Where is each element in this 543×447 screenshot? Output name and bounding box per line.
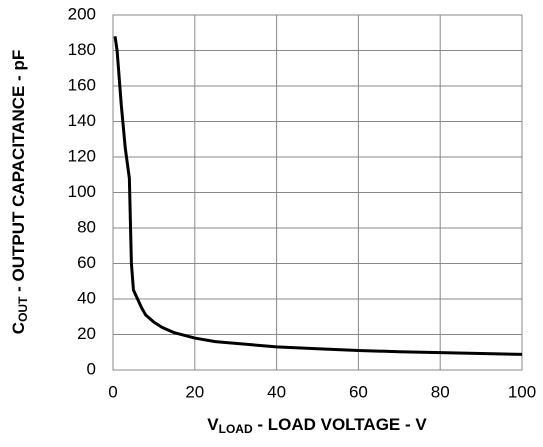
x-label-main: V [207, 415, 219, 434]
y-tick-label: 100 [68, 182, 96, 201]
y-tick-label: 120 [68, 146, 96, 165]
y-tick-label: 20 [77, 324, 96, 343]
y-axis-label: COUT - OUTPUT CAPACITANCE - pF [9, 50, 30, 334]
y-tick-label: 80 [77, 217, 96, 236]
y-tick-label: 0 [87, 359, 96, 378]
y-tick-label: 60 [77, 253, 96, 272]
y-tick-label: 180 [68, 40, 96, 59]
y-label-sub: OUT [16, 296, 30, 322]
x-tick-label: 100 [508, 382, 536, 401]
y-label-main: C [9, 322, 28, 334]
x-axis-label: VLOAD - LOAD VOLTAGE - V [207, 415, 427, 436]
x-label-sub: LOAD [219, 422, 253, 436]
plot-border [112, 14, 523, 371]
x-tick-label: 20 [185, 382, 204, 401]
x-tick-label: 40 [267, 382, 286, 401]
x-tick-label: 60 [349, 382, 368, 401]
y-tick-label: 40 [77, 288, 96, 307]
y-tick-label: 200 [68, 4, 96, 23]
y-tick-label: 160 [68, 75, 96, 94]
x-label-rest: - LOAD VOLTAGE - V [253, 415, 428, 434]
x-tick-label: 0 [108, 382, 117, 401]
y-label-rest: - OUTPUT CAPACITANCE - pF [9, 50, 28, 297]
x-tick-label: 80 [431, 382, 450, 401]
y-tick-label: 140 [68, 111, 96, 130]
data-line [113, 36, 523, 356]
